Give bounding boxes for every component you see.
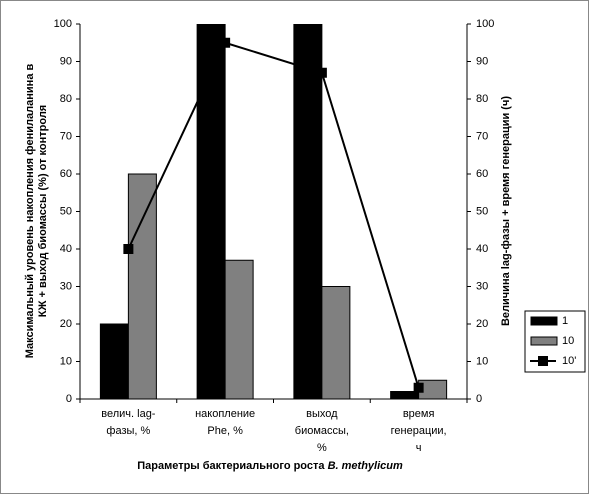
marker [413, 382, 424, 393]
y-axis-label: Максимальный уровень накопления фенилала… [24, 64, 49, 359]
x-tick-label: биомассы, [295, 425, 349, 437]
y-tick-label: 40 [60, 243, 72, 255]
bar [127, 173, 157, 399]
y-tick-label: 60 [60, 168, 72, 180]
marker [123, 244, 134, 254]
x-label-text: Параметры бактериального роста [137, 460, 327, 472]
marker [316, 67, 327, 78]
y2-tick-label: 60 [476, 168, 488, 180]
legend-swatch [530, 316, 558, 326]
y2-tick-label: 0 [476, 393, 482, 405]
legend-label: 1 [562, 315, 568, 327]
y-tick-label: 80 [60, 93, 72, 105]
y2-tick-label: 80 [476, 93, 488, 105]
y-tick-label: 70 [60, 130, 72, 142]
x-axis-label: Параметры бактериального роста B. methyl… [137, 460, 403, 472]
y2-tick-label: 90 [476, 55, 488, 67]
y2-tick-label: 70 [476, 130, 488, 142]
bar [321, 286, 351, 399]
legend-swatch [530, 336, 558, 346]
legend-label: 10 [562, 335, 574, 347]
y-tick-label: 10 [60, 355, 72, 367]
x-tick-label: накопление [195, 408, 255, 420]
bar [293, 24, 323, 399]
y2-tick-label: 10 [476, 355, 488, 367]
legend-swatch [538, 356, 548, 366]
legend: 1 10 10' [524, 310, 586, 373]
y-label-line: Максимальный уровень накопления фенилала… [24, 64, 36, 359]
y-tick-label: 30 [60, 280, 72, 292]
bar [99, 323, 129, 399]
y-label-line: КЖ + выход биомассы (%) от контроля [37, 105, 49, 317]
bar [224, 259, 254, 399]
y-tick-label: 90 [60, 55, 72, 67]
line [127, 41, 420, 389]
y-tick-label: 0 [66, 393, 72, 405]
x-tick-label: генерации, [391, 425, 447, 437]
x-tick-label: выход [306, 408, 338, 420]
y2-tick-label: 40 [476, 243, 488, 255]
y2-tick-label: 50 [476, 205, 488, 217]
y2-tick-label: 20 [476, 318, 488, 330]
y-tick-label: 50 [60, 205, 72, 217]
y2-tick-label: 100 [476, 18, 494, 30]
x-label-italic: B. methylicum [328, 460, 403, 472]
y2-axis-label: Величина lag-фазы + время генерации (ч) [500, 96, 512, 326]
x-tick-label: % [317, 442, 327, 454]
x-tick-label: фазы, % [106, 425, 150, 437]
y-tick-label: 100 [54, 18, 72, 30]
plot [99, 24, 448, 399]
x-tick-label: велич. lag- [101, 408, 156, 420]
x-tick-label: Phe, % [207, 425, 243, 437]
legend-label: 10' [562, 355, 576, 367]
x-tick-label: время [403, 408, 435, 420]
marker [220, 37, 231, 48]
bar [196, 24, 226, 399]
y2-tick-label: 30 [476, 280, 488, 292]
y-tick-label: 20 [60, 318, 72, 330]
x-tick-label: ч [416, 442, 422, 454]
